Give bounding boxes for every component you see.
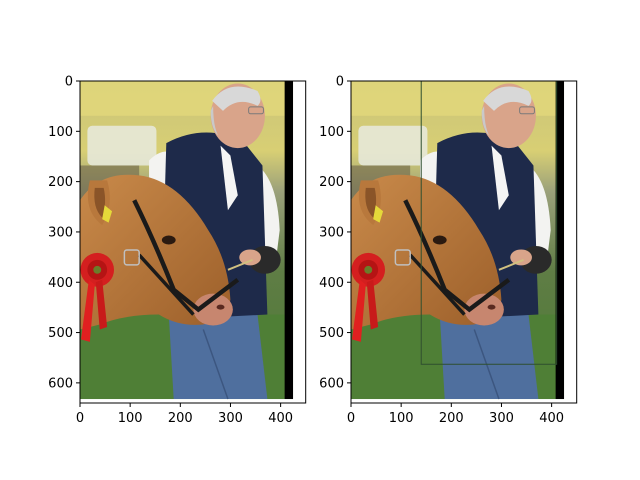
right-y-tick-label: 0 — [336, 75, 344, 90]
right-y-tick-label: 600 — [319, 376, 344, 391]
right-y-tick-label: 500 — [319, 326, 344, 341]
right-axes: 0 100 200 300 400 0 100 200 300 400 500 600 — [319, 75, 578, 426]
right-y-tick-label: 300 — [319, 225, 344, 240]
left-y-tick-label: 400 — [48, 276, 73, 291]
left-y-tick-label: 0 — [65, 75, 73, 90]
left-y-tick-label: 100 — [48, 125, 73, 140]
left-x-tick-label: 300 — [218, 411, 243, 426]
right-y-tick-label: 100 — [319, 125, 344, 140]
right-photo — [351, 81, 564, 399]
right-y-ticks: 0 100 200 300 400 500 600 — [319, 75, 351, 391]
right-x-tick-label: 400 — [539, 411, 564, 426]
left-axes: 0 100 200 300 400 0 100 200 300 400 500 600 — [48, 75, 307, 426]
left-y-tick-label: 600 — [48, 376, 73, 391]
right-y-tick-label: 200 — [319, 175, 344, 190]
left-photo — [80, 81, 293, 399]
left-x-tick-label: 100 — [118, 411, 143, 426]
right-x-tick-label: 200 — [439, 411, 464, 426]
left-axes-frame — [79, 80, 307, 404]
left-y-tick-label: 300 — [48, 225, 73, 240]
left-x-tick-label: 0 — [76, 411, 84, 426]
left-x-ticks: 0 100 200 300 400 — [76, 403, 293, 426]
right-x-ticks: 0 100 200 300 400 — [347, 403, 564, 426]
right-x-tick-label: 300 — [489, 411, 514, 426]
right-axes-frame — [350, 80, 578, 404]
right-x-tick-label: 100 — [389, 411, 414, 426]
left-x-tick-label: 200 — [168, 411, 193, 426]
right-x-tick-label: 0 — [347, 411, 355, 426]
left-y-tick-label: 200 — [48, 175, 73, 190]
left-x-tick-label: 400 — [268, 411, 293, 426]
left-y-tick-label: 500 — [48, 326, 73, 341]
left-y-ticks: 0 100 200 300 400 500 600 — [48, 75, 80, 391]
right-y-tick-label: 400 — [319, 276, 344, 291]
